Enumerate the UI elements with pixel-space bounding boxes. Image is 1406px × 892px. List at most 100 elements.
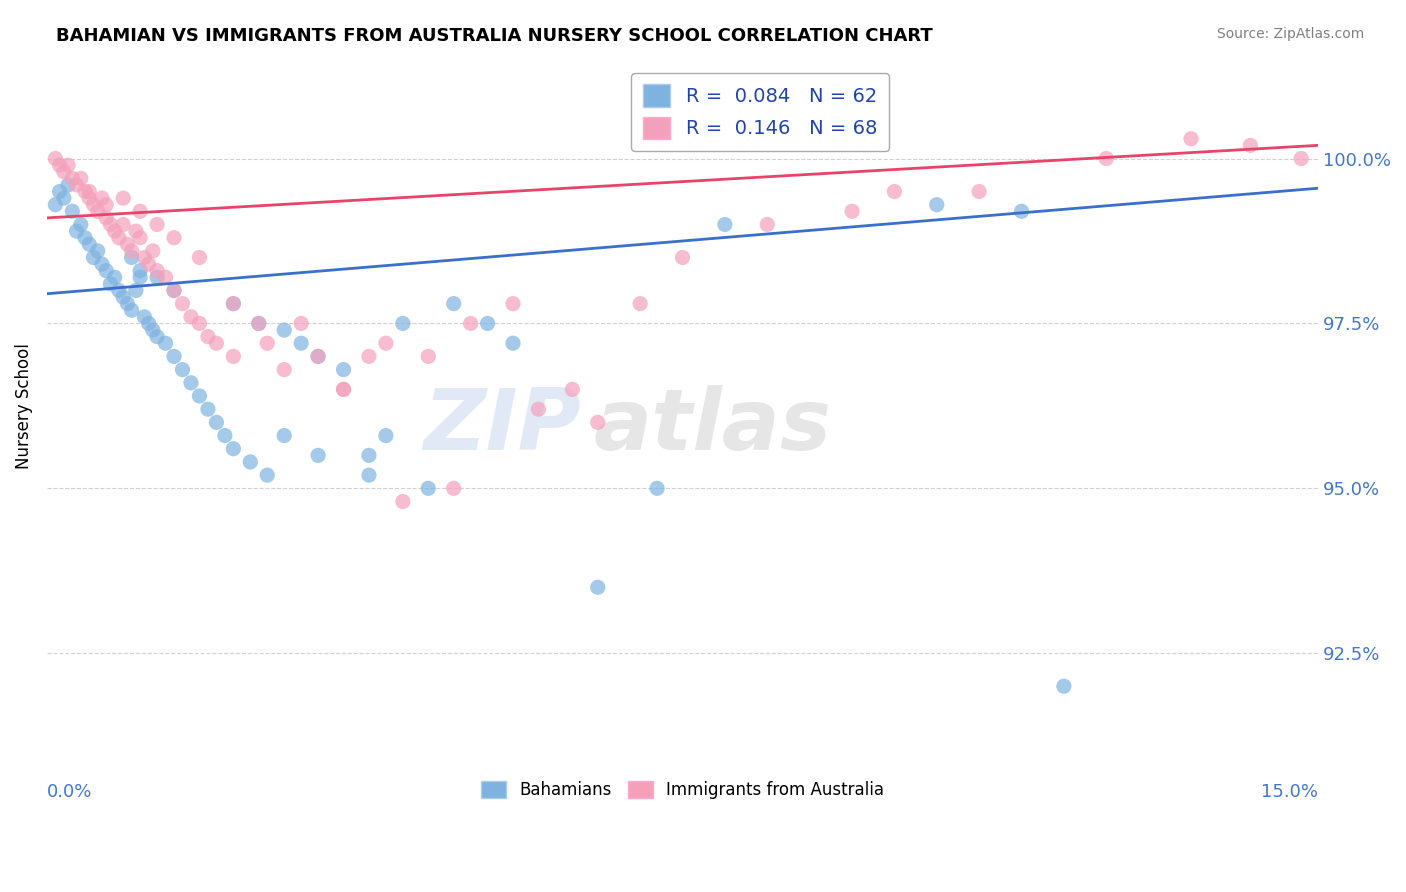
Point (645, 481, 668, 495)
Point (73, 185, 96, 199)
Point (290, 336, 312, 351)
Point (146, 263, 169, 277)
Point (121, 303, 143, 318)
Point (125, 284, 148, 298)
Point (273, 428, 295, 442)
Point (1053, 679, 1076, 693)
Point (172, 362, 194, 376)
Point (332, 383, 354, 397)
Point (247, 317, 270, 331)
Point (180, 376, 202, 390)
Point (374, 428, 396, 442)
Point (561, 383, 583, 397)
Point (83, 197, 105, 211)
Text: ZIP: ZIP (423, 385, 581, 468)
Point (146, 218, 169, 232)
Point (100, 218, 122, 232)
Point (52, 191, 75, 205)
Point (104, 224, 127, 238)
Point (163, 284, 186, 298)
Point (460, 317, 482, 331)
Point (121, 244, 143, 258)
Point (392, 494, 415, 508)
Point (142, 244, 165, 258)
Point (273, 362, 295, 376)
Point (44, 152, 66, 166)
Point (56, 158, 79, 172)
Point (125, 224, 148, 238)
Point (197, 329, 219, 343)
Point (163, 230, 186, 244)
Point (332, 383, 354, 397)
Point (586, 416, 609, 430)
Point (443, 481, 465, 495)
Point (96, 197, 118, 211)
Point (60, 204, 83, 219)
Point (96, 211, 118, 225)
Point (205, 336, 228, 351)
Point (290, 317, 312, 331)
Point (1239, 138, 1261, 153)
Point (357, 350, 380, 364)
Point (239, 455, 262, 469)
Point (69, 218, 91, 232)
Point (332, 362, 354, 376)
Point (56, 178, 79, 192)
Text: Source: ZipAtlas.com: Source: ZipAtlas.com (1216, 27, 1364, 41)
Point (112, 218, 135, 232)
Point (48, 158, 70, 172)
Text: BAHAMIAN VS IMMIGRANTS FROM AUSTRALIA NURSERY SCHOOL CORRELATION CHART: BAHAMIAN VS IMMIGRANTS FROM AUSTRALIA NU… (56, 27, 934, 45)
Point (108, 230, 131, 244)
Point (83, 251, 105, 265)
Point (1289, 152, 1312, 166)
Y-axis label: Nursery School: Nursery School (15, 343, 32, 469)
Point (222, 350, 245, 364)
Point (188, 317, 211, 331)
Point (104, 270, 127, 285)
Point (87, 244, 110, 258)
Point (841, 204, 863, 219)
Point (87, 204, 110, 219)
Point (129, 270, 152, 285)
Point (121, 251, 143, 265)
Point (392, 317, 415, 331)
Point (69, 171, 91, 186)
Point (180, 310, 202, 324)
Point (307, 448, 329, 462)
Point (502, 336, 524, 351)
Point (155, 336, 177, 351)
Point (163, 284, 186, 298)
Point (273, 323, 295, 337)
Point (418, 350, 440, 364)
Point (967, 185, 990, 199)
Point (60, 171, 83, 186)
Point (96, 263, 118, 277)
Point (163, 350, 186, 364)
Point (502, 296, 524, 310)
Point (91, 257, 114, 271)
Point (77, 191, 100, 205)
Point (146, 270, 169, 285)
Point (134, 251, 156, 265)
Point (477, 317, 499, 331)
Point (129, 230, 152, 244)
Point (146, 329, 169, 343)
Point (925, 197, 948, 211)
Text: 15.0%: 15.0% (1261, 783, 1319, 801)
Point (138, 317, 160, 331)
Point (307, 350, 329, 364)
Point (307, 350, 329, 364)
Text: 0.0%: 0.0% (46, 783, 93, 801)
Point (357, 468, 380, 483)
Point (112, 290, 135, 304)
Point (52, 165, 75, 179)
Point (129, 263, 152, 277)
Point (117, 237, 139, 252)
Point (1011, 204, 1033, 219)
Point (714, 218, 737, 232)
Point (671, 251, 693, 265)
Point (222, 296, 245, 310)
Point (883, 185, 905, 199)
Point (222, 442, 245, 456)
Point (65, 178, 87, 192)
